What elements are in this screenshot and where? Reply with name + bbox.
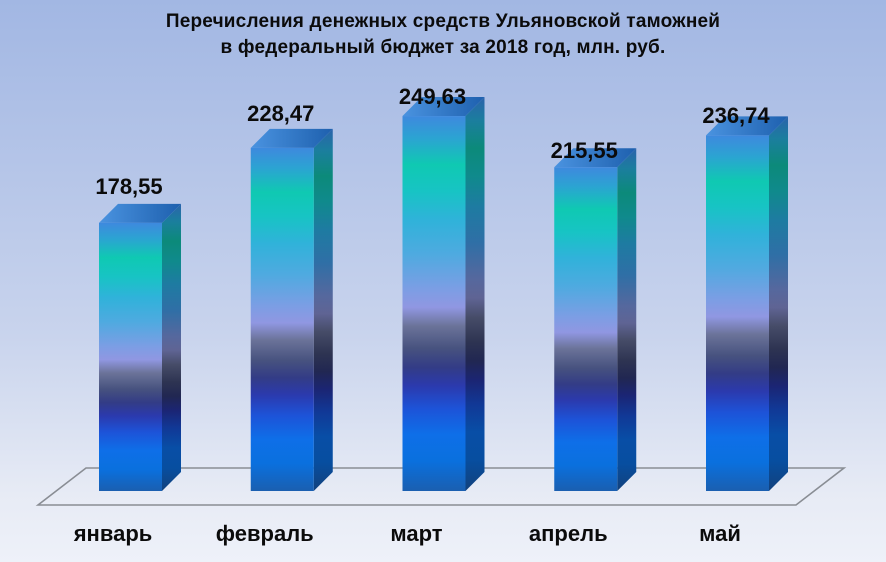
value-label-february: 228,47 bbox=[247, 100, 315, 126]
bar-may-front-face bbox=[706, 135, 769, 492]
bar-january-front-face bbox=[99, 222, 162, 491]
value-label-march: 249,63 bbox=[398, 84, 467, 110]
bar-february-side-face bbox=[313, 128, 333, 491]
bar-january bbox=[99, 203, 181, 491]
value-label-january: 178,55 bbox=[95, 173, 163, 199]
bar-may-top-face bbox=[706, 116, 788, 136]
bar-march bbox=[402, 97, 485, 492]
bar-january-side-face bbox=[162, 203, 181, 491]
chart-title-line-1: Перечисления денежных средств Ульяновско… bbox=[165, 11, 721, 32]
bar-february-top-face bbox=[250, 128, 333, 148]
bar-april-front-face bbox=[554, 167, 618, 491]
bar-april bbox=[554, 148, 637, 491]
bar-march-top-face bbox=[402, 97, 485, 117]
bar-february-front-face bbox=[250, 147, 314, 491]
bar-february bbox=[250, 128, 333, 491]
bar-april-top-face bbox=[554, 148, 637, 168]
chart-floor bbox=[35, 467, 847, 506]
bar-may bbox=[706, 116, 788, 492]
bar-may-side-face bbox=[769, 116, 788, 492]
chart-title-line-2: в федеральный бюджет за 2018 год, млн. р… bbox=[220, 37, 666, 58]
bar-april-side-face bbox=[617, 148, 637, 491]
category-label-february: февраль bbox=[215, 521, 314, 546]
bar-march-front-face bbox=[402, 116, 466, 492]
chart-title: Перечисления денежных средств Ульяновско… bbox=[0, 9, 886, 61]
value-label-april: 215,55 bbox=[550, 138, 618, 164]
category-label-may: май bbox=[699, 521, 741, 546]
bar-january-top-face bbox=[99, 203, 181, 223]
category-label-january: январь bbox=[73, 521, 153, 546]
category-label-march: март bbox=[390, 521, 443, 546]
value-label-may: 236,74 bbox=[702, 103, 770, 129]
category-label-april: апрель bbox=[528, 521, 608, 546]
bar-march-side-face bbox=[465, 97, 485, 492]
